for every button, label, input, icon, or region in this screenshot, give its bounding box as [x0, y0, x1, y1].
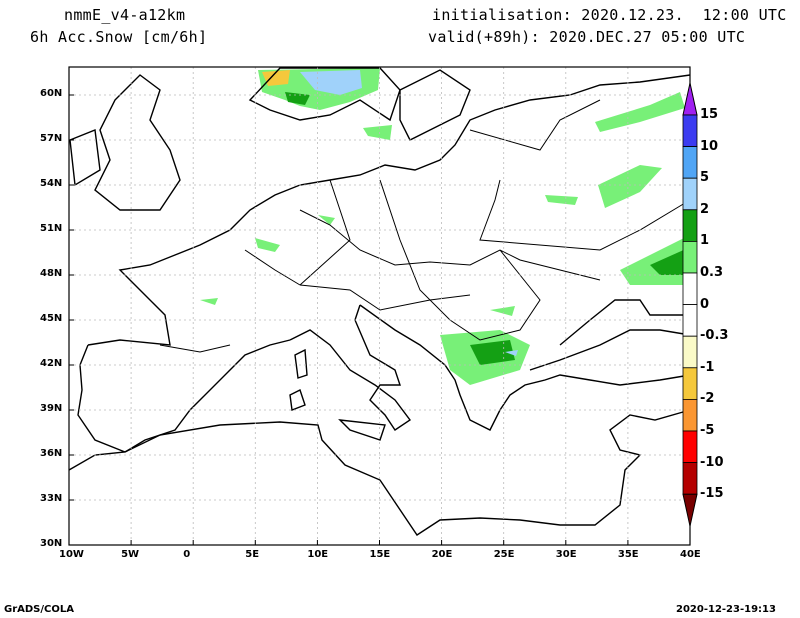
- colorbar-label: 10: [700, 138, 719, 154]
- lat-tick-label: 60N: [40, 88, 63, 99]
- lon-tick-label: 35E: [617, 549, 639, 560]
- lat-tick-label: 42N: [40, 358, 63, 369]
- footer-right: 2020-12-23-19:13: [676, 604, 776, 615]
- lon-tick-label: 0: [183, 549, 191, 560]
- colorbar-box: [682, 240, 698, 274]
- colorbar-label: 0.3: [700, 265, 724, 280]
- lon-tick-label: 10E: [307, 549, 329, 560]
- colorbar-top-triangle: [682, 82, 698, 116]
- lat-tick-label: 48N: [40, 268, 63, 279]
- country-borders: [159, 99, 691, 353]
- lat-tick-label: 33N: [40, 493, 63, 504]
- colorbar-label: -10: [700, 454, 724, 470]
- lon-tick-label: 40E: [680, 549, 701, 560]
- colorbar-label: 2: [700, 201, 710, 217]
- valid-time: valid(+89h): 2020.DEC.27 05:00 UTC: [428, 28, 746, 46]
- lat-tick-label: 45N: [40, 313, 63, 324]
- lat-tick-label: 36N: [40, 448, 63, 459]
- lon-tick-label: 5E: [245, 549, 260, 560]
- colorbar-label: -15: [700, 486, 724, 502]
- colorbar: [682, 82, 698, 527]
- init-time: initialisation: 2020.12.23. 12:00 UTC: [432, 6, 787, 24]
- colorbar-box: [682, 430, 698, 464]
- colorbar-bottom-triangle: [682, 493, 698, 527]
- colorbar-label: 1: [700, 233, 710, 249]
- lon-tick-label: 15E: [369, 549, 391, 560]
- colorbar-box: [682, 335, 698, 369]
- lon-tick-label: 25E: [493, 549, 515, 560]
- colorbar-label: -2: [700, 391, 715, 407]
- colorbar-box: [682, 398, 698, 432]
- lat-tick-label: 57N: [40, 133, 63, 144]
- footer-left: GrADS/COLA: [4, 604, 74, 615]
- colorbar-label: 15: [700, 107, 719, 122]
- colorbar-label: -0.3: [700, 328, 729, 344]
- colorbar-box: [682, 462, 698, 495]
- lat-tick-label: 54N: [40, 178, 63, 189]
- colorbar-label: 5: [700, 170, 710, 186]
- colorbar-label: -1: [700, 359, 715, 375]
- coastlines: [68, 67, 691, 536]
- colorbar-box: [682, 304, 698, 337]
- lat-tick-label: 51N: [40, 223, 63, 234]
- lon-tick-label: 20E: [431, 549, 453, 560]
- colorbar-box: [682, 209, 698, 242]
- colorbar-box: [682, 177, 698, 211]
- variable-title: 6h Acc.Snow [cm/6h]: [30, 28, 208, 46]
- colorbar-box: [682, 367, 698, 400]
- lon-tick-label: 5W: [121, 549, 140, 560]
- lon-tick-label: 30E: [555, 549, 577, 560]
- lon-tick-label: 10W: [59, 549, 84, 560]
- lat-tick-label: 39N: [40, 403, 63, 414]
- colorbar-box: [682, 114, 698, 148]
- lat-tick-label: 30N: [40, 538, 63, 549]
- snow-field: [200, 68, 690, 385]
- axis-ticks: [68, 94, 691, 546]
- colorbar-box: [682, 272, 698, 306]
- colorbar-box: [682, 146, 698, 179]
- colorbar-label: -5: [700, 423, 715, 438]
- model-name: nmmE_v4-a12km: [64, 6, 186, 24]
- colorbar-label: 0: [700, 296, 710, 312]
